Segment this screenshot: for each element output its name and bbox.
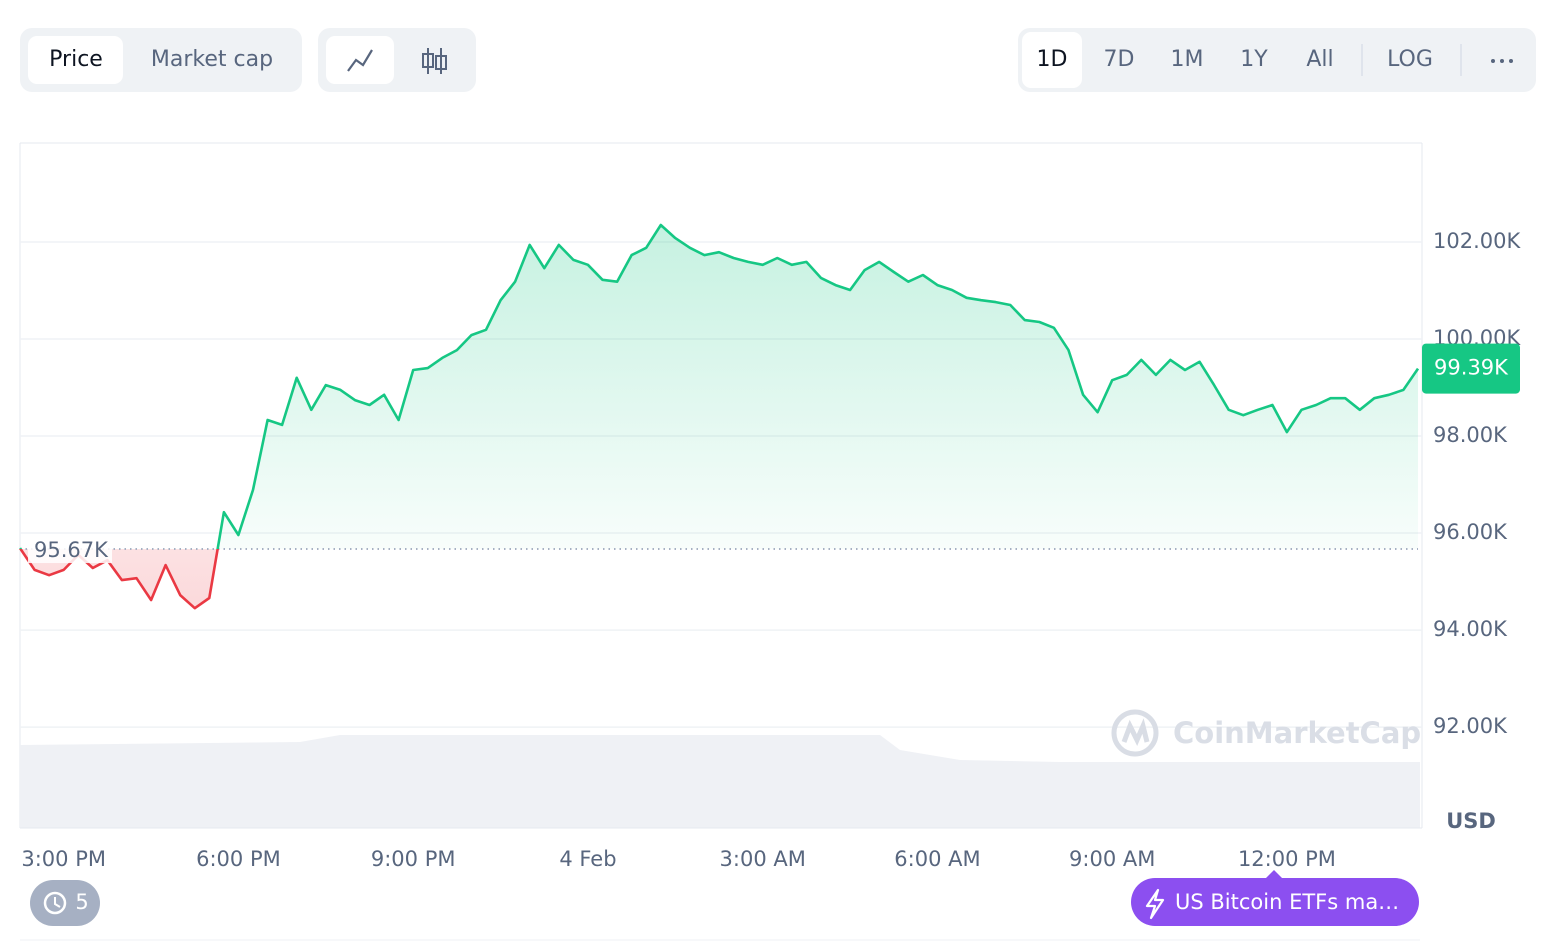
price-line	[18, 223, 1420, 610]
news-badge[interactable]: US Bitcoin ETFs ma…	[1131, 870, 1419, 926]
x-tick-label: 3:00 PM	[21, 847, 106, 871]
history-button[interactable]: 5	[30, 880, 100, 926]
x-tick-label: 3:00 AM	[720, 847, 806, 871]
log-button[interactable]: LOG	[1387, 47, 1433, 72]
news-text[interactable]: US Bitcoin ETFs ma…	[1175, 890, 1399, 914]
volume-bars	[20, 735, 1420, 828]
tab-label[interactable]: Market cap	[151, 47, 273, 72]
range-button[interactable]: All	[1306, 47, 1333, 72]
price-tab[interactable]: Price	[28, 36, 123, 84]
tab-label[interactable]: Price	[49, 47, 103, 72]
x-tick-label: 6:00 PM	[196, 847, 281, 871]
last-price-label: 99.39K	[1434, 356, 1509, 380]
reference-label-bg	[28, 535, 112, 564]
x-tick-label: 9:00 AM	[1069, 847, 1155, 871]
area	[20, 225, 1418, 609]
range-toolbar	[1018, 28, 1536, 92]
range-selected	[1022, 32, 1082, 88]
watermark-logo	[1111, 709, 1159, 757]
x-tick-label: 9:00 PM	[371, 847, 456, 871]
range-button[interactable]: 7D	[1104, 47, 1135, 72]
range-button[interactable]: 1M	[1171, 47, 1204, 72]
y-tick-label: 94.00K	[1433, 617, 1508, 641]
y-tick-label: 102.00K	[1433, 229, 1521, 253]
range-button[interactable]: 1Y	[1240, 47, 1268, 72]
y-tick-label: 96.00K	[1433, 520, 1508, 544]
last-price-badge	[1422, 343, 1520, 394]
line-chart-button[interactable]	[326, 36, 394, 84]
reference-label: 95.67K	[34, 538, 109, 562]
history-count[interactable]: 5	[75, 890, 88, 914]
currency-label: USD	[1446, 809, 1496, 833]
candle-chart-button[interactable]	[422, 48, 447, 74]
y-tick-label: 92.00K	[1433, 714, 1508, 738]
x-tick-label: 6:00 AM	[894, 847, 980, 871]
range-button[interactable]: 1D	[1037, 47, 1068, 72]
x-tick-label: 12:00 PM	[1238, 847, 1336, 871]
watermark: CoinMarketCap	[1173, 716, 1421, 750]
x-tick-label: 4 Feb	[559, 847, 616, 871]
more-button[interactable]	[1491, 59, 1513, 63]
y-tick-label: 98.00K	[1433, 423, 1508, 447]
